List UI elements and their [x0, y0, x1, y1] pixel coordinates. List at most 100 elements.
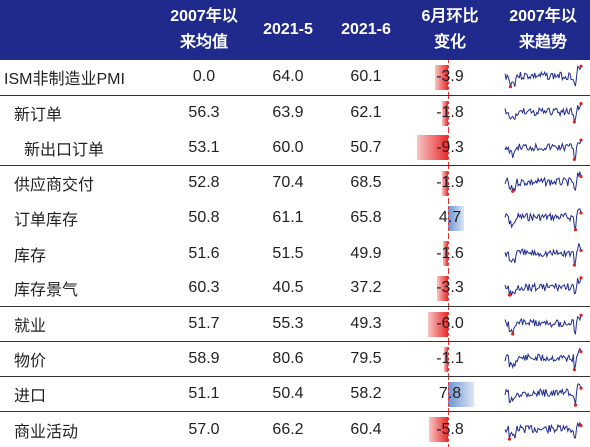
row-jun: 60.1 — [350, 68, 382, 86]
row-may: 66.2 — [248, 411, 328, 447]
row-jun: 37.2 — [350, 279, 382, 297]
sparkline-marker — [579, 350, 583, 354]
sparkline — [504, 208, 583, 232]
header-may: 2021-5 — [263, 21, 313, 38]
table-row: 订单库存 50.8 61.1 65.8 4.7 — [0, 200, 590, 236]
row-trend — [496, 411, 590, 447]
row-trend — [496, 236, 590, 271]
sparkline-marker — [508, 85, 513, 89]
row-avg: 57.0 — [160, 411, 248, 447]
row-avg: 51.1 — [160, 376, 248, 412]
row-may: 55.3 — [248, 305, 328, 342]
row-trend — [496, 305, 590, 342]
sparkline-marker — [573, 228, 578, 232]
sparkline-path — [504, 421, 582, 439]
change-bar — [428, 417, 448, 443]
change-bar — [442, 100, 448, 126]
sparkline-marker — [572, 262, 576, 267]
sparkline-marker — [511, 332, 515, 336]
row-change: -9.3 — [404, 130, 496, 166]
row-avg: 58.9 — [160, 340, 248, 377]
zero-axis — [448, 200, 449, 236]
row-may: 70.4 — [248, 165, 328, 201]
sparkline-path — [504, 383, 582, 406]
row-change: -3.3 — [404, 271, 496, 306]
row-name: 订单库存 — [14, 212, 79, 230]
row-jun: 58.2 — [328, 376, 404, 412]
zero-axis — [448, 130, 449, 166]
sparkline-marker — [573, 403, 578, 407]
row-avg: 52.8 — [160, 165, 248, 201]
zero-axis — [448, 271, 449, 306]
header-trend: 2007年以 来趋势 — [509, 8, 577, 51]
row-avg: 56.3 — [160, 94, 248, 131]
change-value: -1.1 — [436, 350, 464, 368]
change-value: -1.6 — [436, 244, 464, 262]
zero-axis — [448, 60, 449, 95]
change-bar — [417, 135, 448, 161]
sparkline — [504, 242, 583, 267]
sparkline-path — [504, 103, 582, 122]
zero-axis — [448, 235, 449, 272]
sparkline-marker — [579, 175, 583, 179]
row-avg: 60.3 — [188, 279, 220, 297]
row-change: 4.7 — [404, 200, 496, 236]
sparkline-path — [504, 347, 582, 370]
row-change: -1.1 — [404, 340, 496, 377]
change-bar — [448, 205, 464, 231]
row-name: 商业活动 — [0, 411, 160, 447]
row-name: 新出口订单 — [24, 141, 105, 159]
table-row: 进口 51.1 50.4 58.2 7.8 — [0, 376, 590, 412]
row-avg: 51.6 — [188, 244, 220, 262]
change-value: 4.7 — [438, 209, 462, 227]
row-name: 供应商交付 — [0, 165, 160, 201]
sparkline — [504, 313, 583, 336]
table-body: ISM非制造业PMI 0.0 64.0 60.1 -3.9 新订单 56.3 63.9 62.1… — [0, 60, 590, 447]
row-change: -3.9 — [404, 60, 496, 95]
table-row: 库存景气 60.3 40.5 37.2 -3.3 — [0, 271, 590, 306]
row-jun: 60.4 — [328, 411, 404, 447]
row-jun: 50.7 — [350, 138, 382, 156]
row-avg: 51.7 — [160, 305, 248, 342]
header-jun: 2021-6 — [341, 21, 391, 38]
row-jun: 68.5 — [328, 165, 404, 201]
change-bar — [428, 311, 448, 337]
change-value: -1.9 — [436, 174, 464, 192]
header-avg: 2007年以 来均值 — [170, 8, 238, 51]
sparkline-path — [504, 139, 582, 161]
sparkline-marker — [579, 386, 583, 390]
row-jun: 79.5 — [328, 340, 404, 377]
sparkline — [504, 347, 583, 372]
sparkline-path — [504, 278, 582, 297]
change-value: -3.9 — [436, 68, 464, 86]
row-jun: 62.1 — [328, 94, 404, 131]
row-change: -5.8 — [404, 411, 496, 447]
sparkline-marker — [572, 120, 576, 124]
row-trend — [496, 271, 590, 306]
row-may: 64.0 — [272, 68, 304, 86]
table-row: 新出口订单 53.1 60.0 50.7 -9.3 — [0, 130, 590, 166]
row-change: 7.8 — [404, 376, 496, 412]
row-may: 51.5 — [272, 244, 304, 262]
row-avg: 50.8 — [188, 209, 220, 227]
sparkline — [504, 276, 583, 298]
row-name: 就业 — [0, 305, 160, 342]
sparkline — [504, 383, 583, 407]
sparkline-path — [504, 242, 582, 265]
sparkline — [504, 421, 583, 441]
sparkline-marker — [579, 102, 583, 106]
change-bar — [444, 347, 448, 372]
sparkline-marker — [507, 293, 512, 298]
row-may: 60.0 — [272, 138, 304, 156]
change-bar — [442, 240, 448, 266]
change-value: 7.8 — [438, 385, 462, 403]
sparkline-marker — [507, 437, 512, 441]
sparkline — [504, 64, 583, 89]
row-avg: 53.1 — [188, 138, 220, 156]
row-change: -1.9 — [404, 165, 496, 201]
header-row: 2007年以 来均值 2021-5 2021-6 6月环比 变化 2007年以 来趋势 — [0, 0, 590, 60]
table-row: ISM非制造业PMI 0.0 64.0 60.1 -3.9 — [0, 60, 590, 95]
table-row: 商业活动 57.0 66.2 60.4 -5.8 — [0, 411, 590, 447]
